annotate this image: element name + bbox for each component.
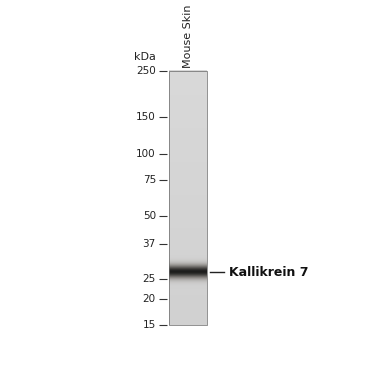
Text: Kallikrein 7: Kallikrein 7: [228, 266, 308, 279]
Text: 75: 75: [142, 175, 156, 185]
Text: Mouse Skin: Mouse Skin: [183, 4, 193, 68]
Text: 37: 37: [142, 238, 156, 249]
Text: 20: 20: [143, 294, 156, 304]
Text: 100: 100: [136, 149, 156, 159]
Text: 50: 50: [143, 211, 156, 221]
Bar: [169, 71, 207, 325]
Text: 25: 25: [142, 274, 156, 284]
Text: 150: 150: [136, 112, 156, 122]
Text: kDa: kDa: [134, 51, 156, 62]
Text: 250: 250: [136, 66, 156, 76]
Text: 15: 15: [142, 320, 156, 330]
